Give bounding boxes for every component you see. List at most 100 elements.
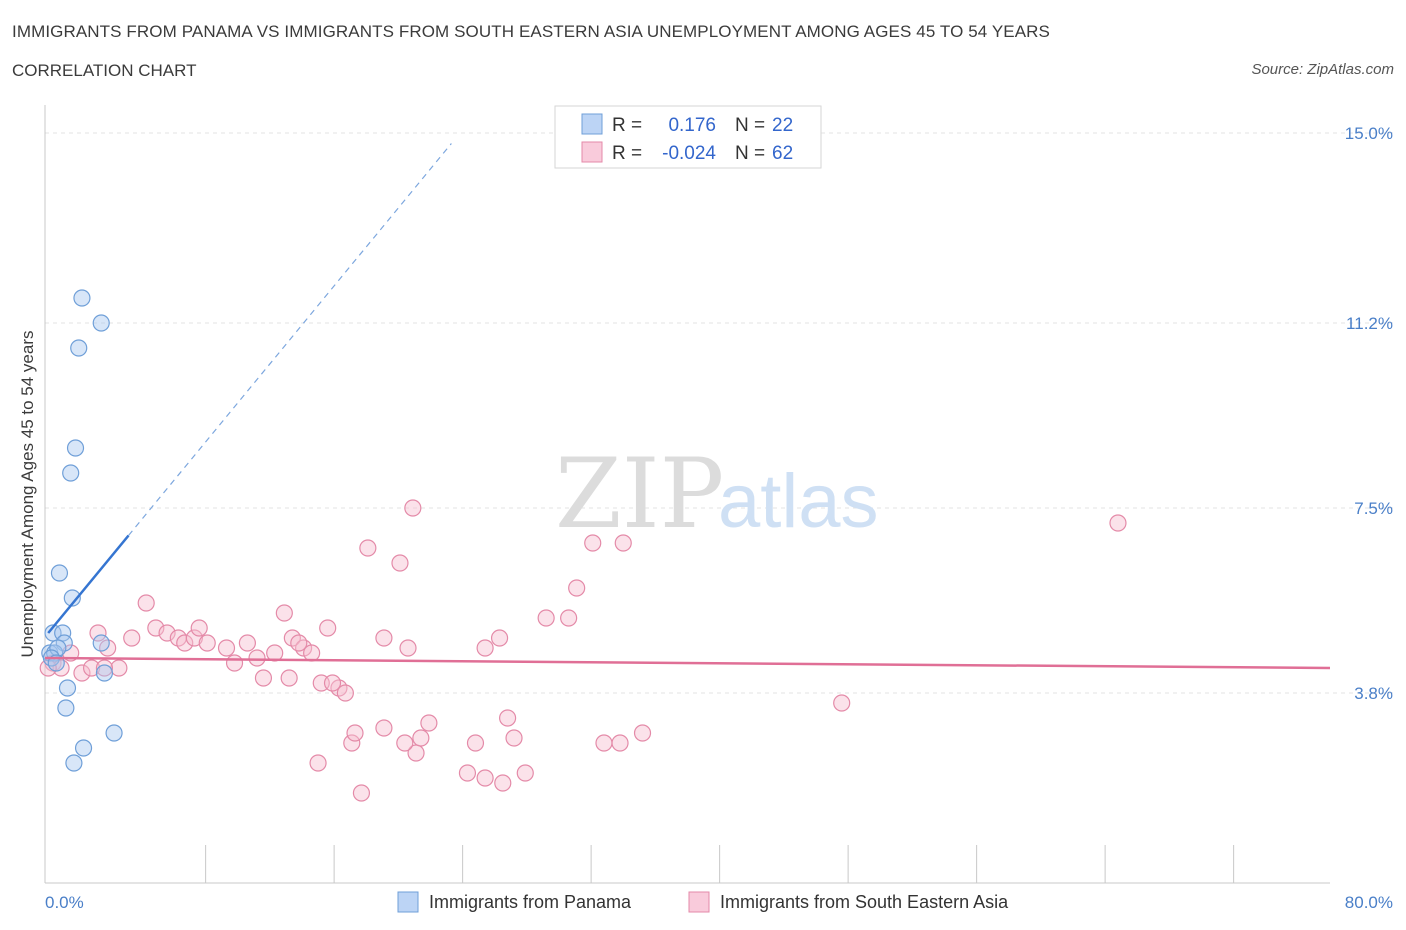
se-asia-point-60 <box>614 534 632 552</box>
se-asia-point-33 <box>323 674 342 692</box>
se-asia-point-57 <box>560 609 578 627</box>
se-asia-point-44 <box>396 734 414 752</box>
se-asia-point-9 <box>137 594 155 612</box>
bottom-legend-label-se-asia: Immigrants from South Eastern Asia <box>720 892 1009 912</box>
x-ticks <box>205 845 1235 883</box>
x-tick-label-max: 80.0% <box>1345 893 1393 912</box>
se-asia-point-8 <box>123 629 141 647</box>
legend-swatch-panama <box>581 113 603 135</box>
se-asia-point-19 <box>238 634 256 652</box>
se-asia-point-38 <box>375 719 393 737</box>
se-asia-point-58 <box>568 579 586 597</box>
se-asia-point-61 <box>595 734 613 752</box>
se-asia-point-63 <box>633 724 652 742</box>
se-asia-point-41 <box>391 554 409 572</box>
legend-n-value-1: 22 <box>772 115 793 136</box>
axes <box>44 105 1330 884</box>
se-asia-point-68 <box>95 659 114 677</box>
panama-point-2 <box>70 339 88 357</box>
se-asia-point-28 <box>290 634 308 652</box>
y-tick-label-1: 7.5% <box>1354 499 1393 518</box>
legend-n-label-2: N = <box>735 143 765 164</box>
y-tick-labels: 3.8% 7.5% 11.2% 15.0% <box>1345 124 1393 703</box>
panama-trend-line <box>47 534 130 634</box>
se-asia-point-46 <box>420 714 438 732</box>
panama-point-16 <box>95 664 114 682</box>
se-asia-point-52 <box>505 729 523 747</box>
panama-point-21 <box>65 754 83 772</box>
series-panama-points <box>41 289 123 772</box>
panama-trend-extension <box>128 143 452 536</box>
se-asia-point-11 <box>158 624 176 642</box>
watermark-atlas: atlas <box>718 459 879 544</box>
se-asia-point-64 <box>833 694 851 712</box>
se-asia-point-50 <box>499 709 517 727</box>
se-asia-point-51 <box>494 774 512 792</box>
legend-n-value-2: 62 <box>772 143 793 164</box>
y-axis-title: Unemployment Among Ages 45 to 54 years <box>18 331 37 658</box>
panama-point-19 <box>105 724 123 742</box>
panama-point-17 <box>58 679 77 697</box>
se-asia-point-20 <box>248 649 266 667</box>
se-asia-point-21 <box>254 669 273 687</box>
gridlines <box>45 132 1393 694</box>
legend-r-label-2: R = <box>612 143 642 164</box>
bottom-legend-swatch-se-asia <box>688 891 710 913</box>
se-asia-point-56 <box>537 609 555 627</box>
se-asia-point-40 <box>375 629 393 647</box>
se-asia-point-35 <box>343 734 361 752</box>
se-asia-point-59 <box>584 534 602 552</box>
se-asia-point-23 <box>275 604 293 622</box>
se-asia-point-54 <box>516 764 534 782</box>
se-asia-point-17 <box>217 639 236 657</box>
panama-point-5 <box>50 564 69 582</box>
y-tick-label-2: 11.2% <box>1346 314 1393 333</box>
se-asia-point-5 <box>89 624 107 642</box>
se-asia-point-48 <box>476 639 494 657</box>
panama-point-6 <box>63 589 81 607</box>
se-asia-point-13 <box>176 634 194 652</box>
trend-lines <box>44 143 1331 670</box>
legend-r-value-1: 0.176 <box>668 115 716 136</box>
legend-r-value-2: -0.024 <box>662 143 716 164</box>
se-asia-point-65 <box>1109 514 1127 532</box>
se-asia-point-37 <box>359 539 377 557</box>
se-asia-point-49 <box>490 629 509 647</box>
se-asia-point-27 <box>319 619 337 637</box>
bottom-legend-swatch-panama <box>397 891 419 913</box>
se-asia-point-34 <box>309 754 327 772</box>
se-asia-point-36 <box>346 724 364 742</box>
source-note: Source: ZipAtlas.com <box>1251 61 1394 78</box>
se-asia-point-15 <box>198 634 216 652</box>
panama-point-4 <box>62 464 80 482</box>
bottom-legend-label-panama: Immigrants from Panama <box>429 892 632 912</box>
legend-n-label-1: N = <box>735 115 765 136</box>
bottom-legend: Immigrants from Panama Immigrants from S… <box>397 891 1009 913</box>
panama-point-18 <box>57 699 75 717</box>
se-asia-point-16 <box>190 619 208 637</box>
se-asia-point-66 <box>476 769 494 787</box>
panama-point-13 <box>49 639 67 657</box>
y-tick-label-3: 15.0% <box>1345 124 1393 143</box>
se-asia-point-43 <box>412 729 430 747</box>
se-asia-point-47 <box>458 764 477 782</box>
watermark-zip: ZIP <box>555 438 724 550</box>
se-asia-point-53 <box>466 734 485 752</box>
top-legend: R = 0.176 N = 22 R = -0.024 N = 62 <box>554 105 822 169</box>
legend-swatch-se-asia <box>581 141 603 163</box>
x-tick-label-min: 0.0% <box>45 893 84 912</box>
panama-point-10 <box>92 634 110 652</box>
se-asia-point-14 <box>185 629 203 647</box>
se-asia-point-10 <box>147 619 165 637</box>
se-asia-point-39 <box>352 784 371 802</box>
y-tick-label-0: 3.8% <box>1354 684 1393 703</box>
se-asia-point-55 <box>404 499 422 517</box>
se-asia-point-29 <box>280 669 298 687</box>
watermark: ZIP atlas <box>555 438 879 550</box>
se-asia-point-18 <box>225 654 244 672</box>
se-asia-point-32 <box>336 684 354 702</box>
se-asia-trend-line <box>44 656 1331 670</box>
chart-title: IMMIGRANTS FROM PANAMA VS IMMIGRANTS FRO… <box>12 22 1050 41</box>
se-asia-point-3 <box>73 664 91 682</box>
